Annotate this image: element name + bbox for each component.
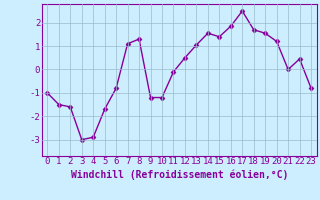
X-axis label: Windchill (Refroidissement éolien,°C): Windchill (Refroidissement éolien,°C) [70, 169, 288, 180]
